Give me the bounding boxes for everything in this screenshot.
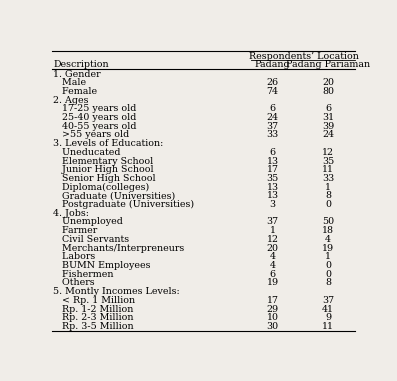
Text: Female: Female <box>53 87 97 96</box>
Text: 24: 24 <box>267 113 279 122</box>
Text: Respondents’ Location: Respondents’ Location <box>249 52 358 61</box>
Text: 11: 11 <box>322 322 334 331</box>
Text: 0: 0 <box>325 270 331 279</box>
Text: 13: 13 <box>267 157 279 166</box>
Text: 40-55 years old: 40-55 years old <box>53 122 137 131</box>
Text: 33: 33 <box>322 174 334 183</box>
Text: 4: 4 <box>270 261 276 270</box>
Text: 12: 12 <box>322 148 334 157</box>
Text: 4. Jobs:: 4. Jobs: <box>53 209 89 218</box>
Text: Male: Male <box>53 78 87 87</box>
Text: 13: 13 <box>267 182 279 192</box>
Text: Rp. 3-5 Million: Rp. 3-5 Million <box>53 322 134 331</box>
Text: 20: 20 <box>267 243 279 253</box>
Text: 31: 31 <box>322 113 334 122</box>
Text: 0: 0 <box>325 200 331 209</box>
Text: 19: 19 <box>322 243 334 253</box>
Text: 17: 17 <box>267 165 279 174</box>
Text: 12: 12 <box>267 235 279 244</box>
Text: Graduate (Universities): Graduate (Universities) <box>53 191 175 200</box>
Text: Diploma(colleges): Diploma(colleges) <box>53 182 150 192</box>
Text: 6: 6 <box>270 270 276 279</box>
Text: BUMN Employees: BUMN Employees <box>53 261 151 270</box>
Text: Junior High School: Junior High School <box>53 165 154 174</box>
Text: Others: Others <box>53 279 95 287</box>
Text: Description: Description <box>53 60 109 69</box>
Text: Merchants/Interpreneurs: Merchants/Interpreneurs <box>53 243 185 253</box>
Text: 1: 1 <box>325 182 331 192</box>
Text: 19: 19 <box>267 279 279 287</box>
Text: Unemployed: Unemployed <box>53 218 123 226</box>
Text: 80: 80 <box>322 87 334 96</box>
Text: 3: 3 <box>270 200 276 209</box>
Text: Fishermen: Fishermen <box>53 270 114 279</box>
Text: Senior High School: Senior High School <box>53 174 156 183</box>
Text: 1: 1 <box>325 252 331 261</box>
Text: 26: 26 <box>267 78 279 87</box>
Text: 1. Gender: 1. Gender <box>53 70 101 78</box>
Text: 25-40 years old: 25-40 years old <box>53 113 137 122</box>
Text: 50: 50 <box>322 218 334 226</box>
Text: 33: 33 <box>266 130 279 139</box>
Text: Postgraduate (Universities): Postgraduate (Universities) <box>53 200 195 209</box>
Text: 6: 6 <box>270 148 276 157</box>
Text: 30: 30 <box>267 322 279 331</box>
Text: 37: 37 <box>322 296 334 305</box>
Text: Rp. 2-3 Million: Rp. 2-3 Million <box>53 313 134 322</box>
Text: Civil Servants: Civil Servants <box>53 235 129 244</box>
Text: 9: 9 <box>325 313 331 322</box>
Text: Rp. 1-2 Million: Rp. 1-2 Million <box>53 304 134 314</box>
Text: 3. Levels of Education:: 3. Levels of Education: <box>53 139 164 148</box>
Text: 6: 6 <box>270 104 276 114</box>
Text: 2. Ages: 2. Ages <box>53 96 89 105</box>
Text: < Rp. 1 Million: < Rp. 1 Million <box>53 296 135 305</box>
Text: 6: 6 <box>325 104 331 114</box>
Text: 37: 37 <box>267 218 279 226</box>
Text: 17: 17 <box>267 296 279 305</box>
Text: 39: 39 <box>322 122 334 131</box>
Text: 11: 11 <box>322 165 334 174</box>
Text: 10: 10 <box>267 313 279 322</box>
Text: 1: 1 <box>270 226 276 235</box>
Text: 18: 18 <box>322 226 334 235</box>
Text: Padang Pariaman: Padang Pariaman <box>286 60 370 69</box>
Text: 74: 74 <box>267 87 279 96</box>
Text: 35: 35 <box>266 174 279 183</box>
Text: 37: 37 <box>267 122 279 131</box>
Text: 4: 4 <box>325 235 331 244</box>
Text: >55 years old: >55 years old <box>53 130 129 139</box>
Text: 17-25 years old: 17-25 years old <box>53 104 137 114</box>
Text: 29: 29 <box>267 304 279 314</box>
Text: 13: 13 <box>267 191 279 200</box>
Text: 0: 0 <box>325 261 331 270</box>
Text: 35: 35 <box>322 157 334 166</box>
Text: 8: 8 <box>325 191 331 200</box>
Text: Farmer: Farmer <box>53 226 98 235</box>
Text: Padang: Padang <box>255 60 291 69</box>
Text: 41: 41 <box>322 304 334 314</box>
Text: 4: 4 <box>270 252 276 261</box>
Text: Labors: Labors <box>53 252 96 261</box>
Text: Elementary School: Elementary School <box>53 157 154 166</box>
Text: 20: 20 <box>322 78 334 87</box>
Text: 5. Montly Incomes Levels:: 5. Montly Incomes Levels: <box>53 287 180 296</box>
Text: 8: 8 <box>325 279 331 287</box>
Text: Uneducated: Uneducated <box>53 148 121 157</box>
Text: 24: 24 <box>322 130 334 139</box>
